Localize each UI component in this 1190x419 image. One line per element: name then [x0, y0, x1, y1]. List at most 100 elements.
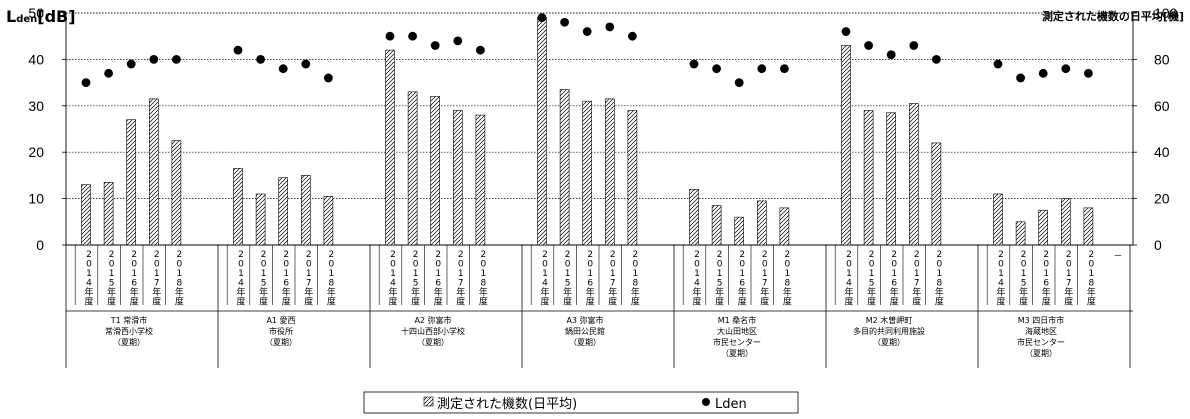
- bar: [779, 207, 790, 246]
- lden-point: [537, 13, 547, 23]
- site-label: （夏期）: [1025, 349, 1057, 358]
- lden-point: [278, 64, 288, 74]
- year-label: 2 0 1 6 年度: [890, 250, 899, 308]
- y-left-tick-label: 20: [28, 144, 44, 160]
- bar: [475, 114, 486, 246]
- year-label: 2 0 1 4 年度: [236, 250, 245, 308]
- lden-point: [605, 22, 615, 32]
- category-axis: 2 0 1 4 年度 2 0 1 5 年度 2 0 1 6 年度 2 0 1 7 年度 2 0 1 8 年度 T1 常滑市常滑西小…: [65, 245, 1133, 368]
- bar: [1015, 221, 1026, 246]
- year-label: 2 0 1 4 年度: [84, 250, 93, 308]
- site-label: （夏期）: [113, 338, 145, 347]
- bar: [323, 195, 334, 246]
- y-left-title-main: L: [6, 7, 16, 26]
- year-label: 2 0 1 4 年度: [844, 250, 853, 308]
- bar-series: [81, 17, 1094, 246]
- year-label: 2 0 1 8 年度: [175, 250, 184, 308]
- bar: [627, 110, 638, 246]
- bar: [886, 112, 897, 246]
- tick-labels: 0 0 10 20 20 40 30 60 40 80 50 100: [28, 5, 1177, 253]
- y-left-tick-label: 0: [36, 237, 44, 253]
- y-right-tick-label: 60: [1154, 98, 1170, 114]
- lden-point: [324, 73, 333, 83]
- bar: [407, 91, 418, 246]
- legend-bar-swatch: [423, 396, 434, 407]
- y-right-tick-label: 40: [1154, 144, 1170, 160]
- year-label: 2 0 1 6 年度: [434, 250, 443, 308]
- y-left-tick-label: 30: [28, 98, 44, 114]
- site-label: 大山田地区: [717, 326, 757, 336]
- year-label: 2 0 1 4 年度: [996, 250, 1005, 308]
- bar: [711, 205, 722, 246]
- lden-point: [408, 31, 417, 41]
- gridlines: [66, 12, 1133, 199]
- year-label: 2 0 1 5 年度: [867, 250, 876, 308]
- year-label: 2 0 1 5 年度: [411, 250, 420, 308]
- bar: [931, 142, 942, 246]
- site-label: A1 愛西: [266, 315, 295, 325]
- site-label: T1 常滑市: [110, 315, 148, 325]
- bar: [126, 119, 136, 246]
- site-label: 十四山西部小学校: [401, 326, 465, 336]
- site-label: A3 弥富市: [566, 315, 603, 325]
- site-label: （夏期）: [721, 349, 753, 358]
- lden-point: [841, 27, 851, 36]
- year-label: 2 0 1 8 年度: [935, 250, 944, 308]
- bar: [908, 103, 919, 246]
- legend-box: [363, 391, 799, 414]
- bar: [537, 17, 547, 246]
- lden-point: [734, 78, 744, 87]
- bar: [255, 193, 266, 246]
- y-left-tick-label: 50: [28, 5, 44, 21]
- lden-point: [385, 31, 395, 41]
- year-label: 2 0 1 6 年度: [130, 250, 139, 308]
- trailing-mark: －: [1113, 252, 1122, 262]
- bar: [233, 168, 243, 246]
- year-label: 2 0 1 7 年度: [608, 250, 617, 308]
- lden-point: [1016, 73, 1025, 83]
- bar: [103, 182, 114, 246]
- year-label: 2 0 1 6 年度: [738, 250, 747, 308]
- lden-point: [256, 55, 265, 64]
- bar: [559, 89, 570, 246]
- year-label: 2 0 1 4 年度: [388, 250, 397, 308]
- lden-point: [628, 31, 637, 41]
- year-label: 2 0 1 6 年度: [1042, 250, 1051, 308]
- year-label: 2 0 1 6 年度: [586, 250, 595, 308]
- bar: [149, 98, 159, 246]
- lden-point: [104, 68, 113, 78]
- lden-point: [476, 45, 485, 55]
- lden-point: [81, 78, 91, 87]
- lden-series: [81, 13, 1093, 87]
- bar: [300, 175, 311, 246]
- y-right-title: 測定された機数の日平均[機]: [1042, 9, 1184, 23]
- bar: [452, 110, 463, 246]
- y-left-title-sub: den: [16, 14, 37, 25]
- site-label: （夏期）: [265, 338, 297, 347]
- lden-point: [993, 59, 1003, 69]
- lden-point: [301, 59, 311, 69]
- bar: [430, 96, 441, 246]
- site-label: （夏期）: [569, 338, 601, 347]
- year-label: 2 0 1 7 年度: [304, 250, 313, 308]
- year-label: 2 0 1 8 年度: [631, 250, 640, 308]
- year-label: 2 0 1 5 年度: [1019, 250, 1028, 308]
- year-label: 2 0 1 7 年度: [912, 250, 921, 308]
- site-label: M3 四日市市: [1018, 315, 1065, 325]
- site-label: 市民センター: [713, 337, 761, 347]
- y-right-tick-label: 100: [1154, 5, 1178, 21]
- bar: [385, 49, 395, 246]
- site-label: M2 木曽岬町: [866, 315, 913, 325]
- bar: [689, 189, 699, 246]
- lden-point: [712, 64, 721, 74]
- lden-point: [430, 41, 440, 50]
- y-left-tick-label: 40: [28, 51, 44, 67]
- y-right-tick-label: 20: [1154, 191, 1170, 207]
- year-label: 2 0 1 8 年度: [1087, 250, 1096, 308]
- lden-point: [909, 41, 919, 50]
- site-label: 海蔵地区: [1025, 326, 1057, 336]
- year-label: 2 0 1 7 年度: [1064, 250, 1073, 308]
- site-label: 市民センター: [1017, 337, 1065, 347]
- legend-dot-marker: [702, 398, 710, 406]
